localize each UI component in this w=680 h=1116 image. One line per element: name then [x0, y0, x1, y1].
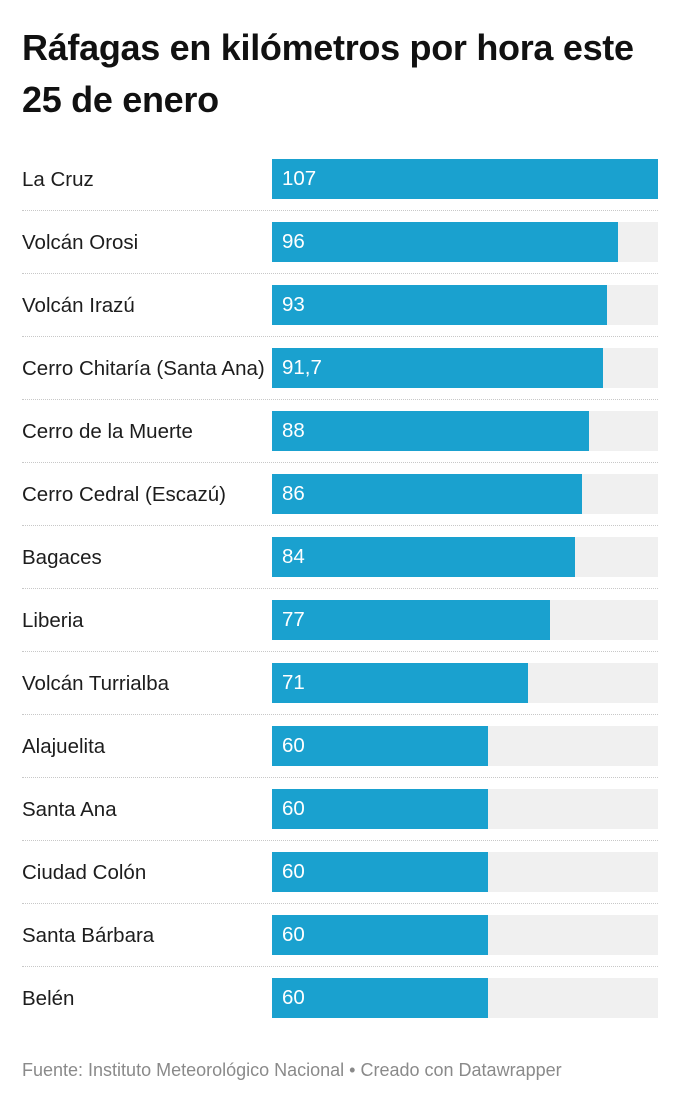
value-label: 60 — [282, 734, 305, 757]
value-label: 86 — [282, 482, 305, 505]
bar — [272, 789, 489, 829]
category-label: La Cruz — [22, 167, 94, 191]
bar-track: 84 — [272, 537, 658, 577]
bar-track: 60 — [272, 915, 658, 955]
bar-track: 86 — [272, 474, 658, 514]
bar-row: Bagaces 84 — [22, 526, 658, 589]
bar — [272, 222, 619, 262]
category-label: Cerro Cedral (Escazú) — [22, 482, 226, 506]
bar — [272, 348, 603, 388]
category-label: Ciudad Colón — [22, 860, 147, 884]
value-label: 60 — [282, 923, 305, 946]
category-label: Santa Ana — [22, 797, 117, 821]
bar-row: Alajuelita 60 — [22, 715, 658, 778]
bar — [272, 537, 576, 577]
category-label: Volcán Irazú — [22, 293, 135, 317]
category-label: Liberia — [22, 608, 84, 632]
category-label: Bagaces — [22, 545, 102, 569]
bar-row: Santa Bárbara 60 — [22, 904, 658, 967]
bar — [272, 600, 550, 640]
value-label: 60 — [282, 986, 305, 1009]
bar-track: 60 — [272, 852, 658, 892]
bar-track: 60 — [272, 978, 658, 1018]
bar-row: Volcán Turrialba 71 — [22, 652, 658, 715]
bar — [272, 978, 489, 1018]
value-label: 96 — [282, 230, 305, 253]
bar-row: Cerro de la Muerte 88 — [22, 400, 658, 463]
bar-row: Liberia 77 — [22, 589, 658, 652]
value-label: 91,7 — [282, 356, 322, 379]
bar-track: 107 — [272, 159, 658, 199]
chart: Ráfagas en kilómetros por hora este 25 d… — [22, 27, 658, 1080]
value-label: 60 — [282, 860, 305, 883]
bar — [272, 285, 608, 325]
value-label: 60 — [282, 797, 305, 820]
bar-track: 91,7 — [272, 348, 658, 388]
value-label: 107 — [282, 167, 317, 190]
value-label: 77 — [282, 608, 305, 631]
bar-row: Volcán Orosi 96 — [22, 211, 658, 274]
bar-track: 77 — [272, 600, 658, 640]
bar-row: Ciudad Colón 60 — [22, 841, 658, 904]
bar-track: 93 — [272, 285, 658, 325]
bar — [272, 852, 489, 892]
bar — [272, 915, 489, 955]
category-label: Volcán Orosi — [22, 230, 139, 254]
bar-row: Santa Ana 60 — [22, 778, 658, 841]
value-label: 84 — [282, 545, 305, 568]
value-label: 93 — [282, 293, 305, 316]
value-label: 71 — [282, 671, 305, 694]
value-label: 88 — [282, 419, 305, 442]
bar-row: Volcán Irazú 93 — [22, 274, 658, 337]
chart-title: Ráfagas en kilómetros por hora este 25 d… — [22, 27, 634, 120]
bar — [272, 663, 529, 703]
bar-row: La Cruz 107 — [22, 148, 658, 211]
bar-list: La Cruz 107 Volcán Orosi 96 Volcán Irazú 93 Ce… — [22, 148, 658, 1029]
bar-row: Belén 60 — [22, 967, 658, 1029]
category-label: Alajuelita — [22, 734, 106, 758]
category-label: Santa Bárbara — [22, 923, 155, 947]
bar — [272, 474, 583, 514]
bar-row: Cerro Chitaría (Santa Ana) 91,7 — [22, 337, 658, 400]
category-label: Cerro Chitaría (Santa Ana) — [22, 356, 265, 380]
category-label: Volcán Turrialba — [22, 671, 170, 695]
bar — [272, 411, 590, 451]
bar-track: 88 — [272, 411, 658, 451]
source-note: Fuente: Instituto Meteorológico Nacional… — [22, 1060, 562, 1080]
bar — [272, 726, 489, 766]
category-label: Belén — [22, 986, 75, 1010]
bar-track: 60 — [272, 789, 658, 829]
category-label: Cerro de la Muerte — [22, 419, 193, 443]
bar — [272, 159, 658, 199]
bar-row: Cerro Cedral (Escazú) 86 — [22, 463, 658, 526]
bar-track: 71 — [272, 663, 658, 703]
bar-track: 96 — [272, 222, 658, 262]
bar-track: 60 — [272, 726, 658, 766]
